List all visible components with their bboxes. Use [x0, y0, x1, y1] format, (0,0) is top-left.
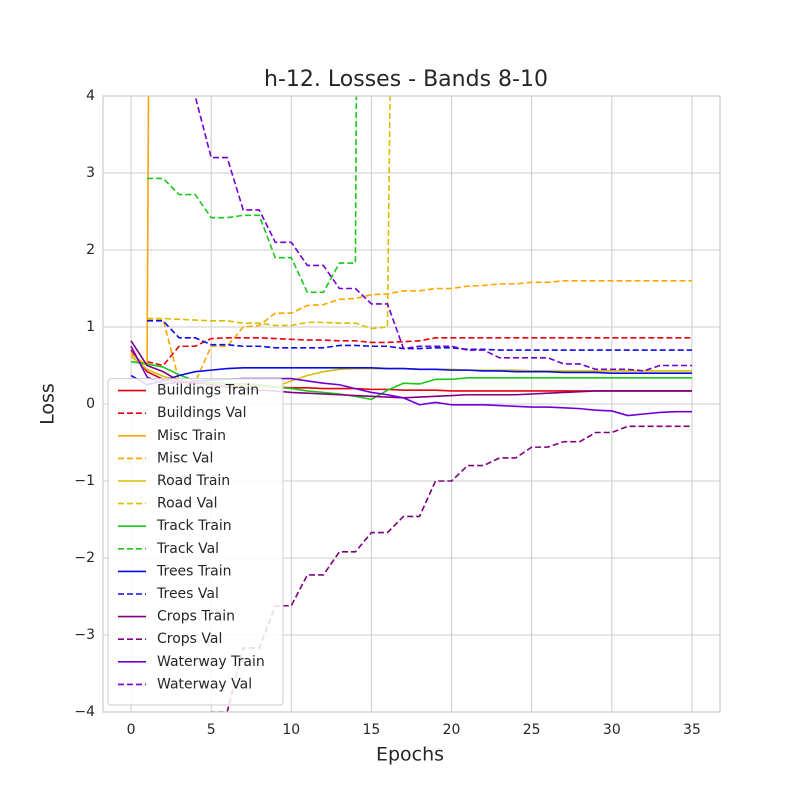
- x-tick-label: 25: [523, 722, 541, 738]
- legend-box: [107, 378, 284, 706]
- y-axis-label: Loss: [37, 383, 59, 425]
- legend-label: Misc Train: [157, 428, 226, 444]
- series-line: [147, 320, 692, 351]
- legend-label: Waterway Val: [157, 676, 252, 692]
- x-axis-label: Epochs: [376, 744, 444, 766]
- x-tick-label: 15: [363, 722, 381, 738]
- x-tick-label: 30: [603, 722, 621, 738]
- series-line: [147, 96, 391, 330]
- y-tick-label: 3: [86, 165, 95, 181]
- series-line: [146, 336, 692, 367]
- series-line: [147, 96, 358, 294]
- series-line: [130, 367, 692, 386]
- series-line: [147, 280, 692, 384]
- x-tick-label: 20: [443, 722, 461, 738]
- y-tick-label: 0: [86, 396, 95, 412]
- x-tick-label: 0: [127, 722, 136, 738]
- plot-frame: [102, 95, 721, 713]
- x-tick-label: 35: [683, 722, 701, 738]
- x-tick-label: 5: [207, 722, 216, 738]
- y-tick-label: 4: [86, 88, 95, 104]
- y-tick-label: −1: [74, 473, 95, 489]
- legend-label: Crops Val: [157, 631, 222, 647]
- y-tick-label: −3: [74, 627, 95, 643]
- y-tick-label: 2: [86, 242, 95, 258]
- series-line: [210, 425, 692, 712]
- y-tick-label: −4: [74, 704, 95, 720]
- legend-label: Road Train: [157, 473, 230, 489]
- legend-label: Waterway Train: [157, 654, 265, 670]
- y-tick-label: −2: [74, 550, 95, 566]
- legend-label: Misc Val: [157, 450, 213, 466]
- legend-label: Road Val: [157, 496, 218, 512]
- legend-label: Track Train: [156, 518, 232, 534]
- legend-label: Trees Val: [156, 586, 219, 602]
- legend-label: Crops Train: [157, 609, 235, 625]
- legend-label: Buildings Val: [157, 405, 247, 421]
- y-tick-label: 1: [86, 319, 95, 335]
- series-line: [194, 96, 692, 372]
- legend-label: Buildings Train: [157, 383, 259, 399]
- chart-title: h-12. Losses - Bands 8-10: [264, 67, 548, 92]
- legend-label: Track Val: [156, 541, 219, 557]
- x-tick-label: 10: [282, 722, 300, 738]
- legend-label: Trees Train: [156, 563, 232, 579]
